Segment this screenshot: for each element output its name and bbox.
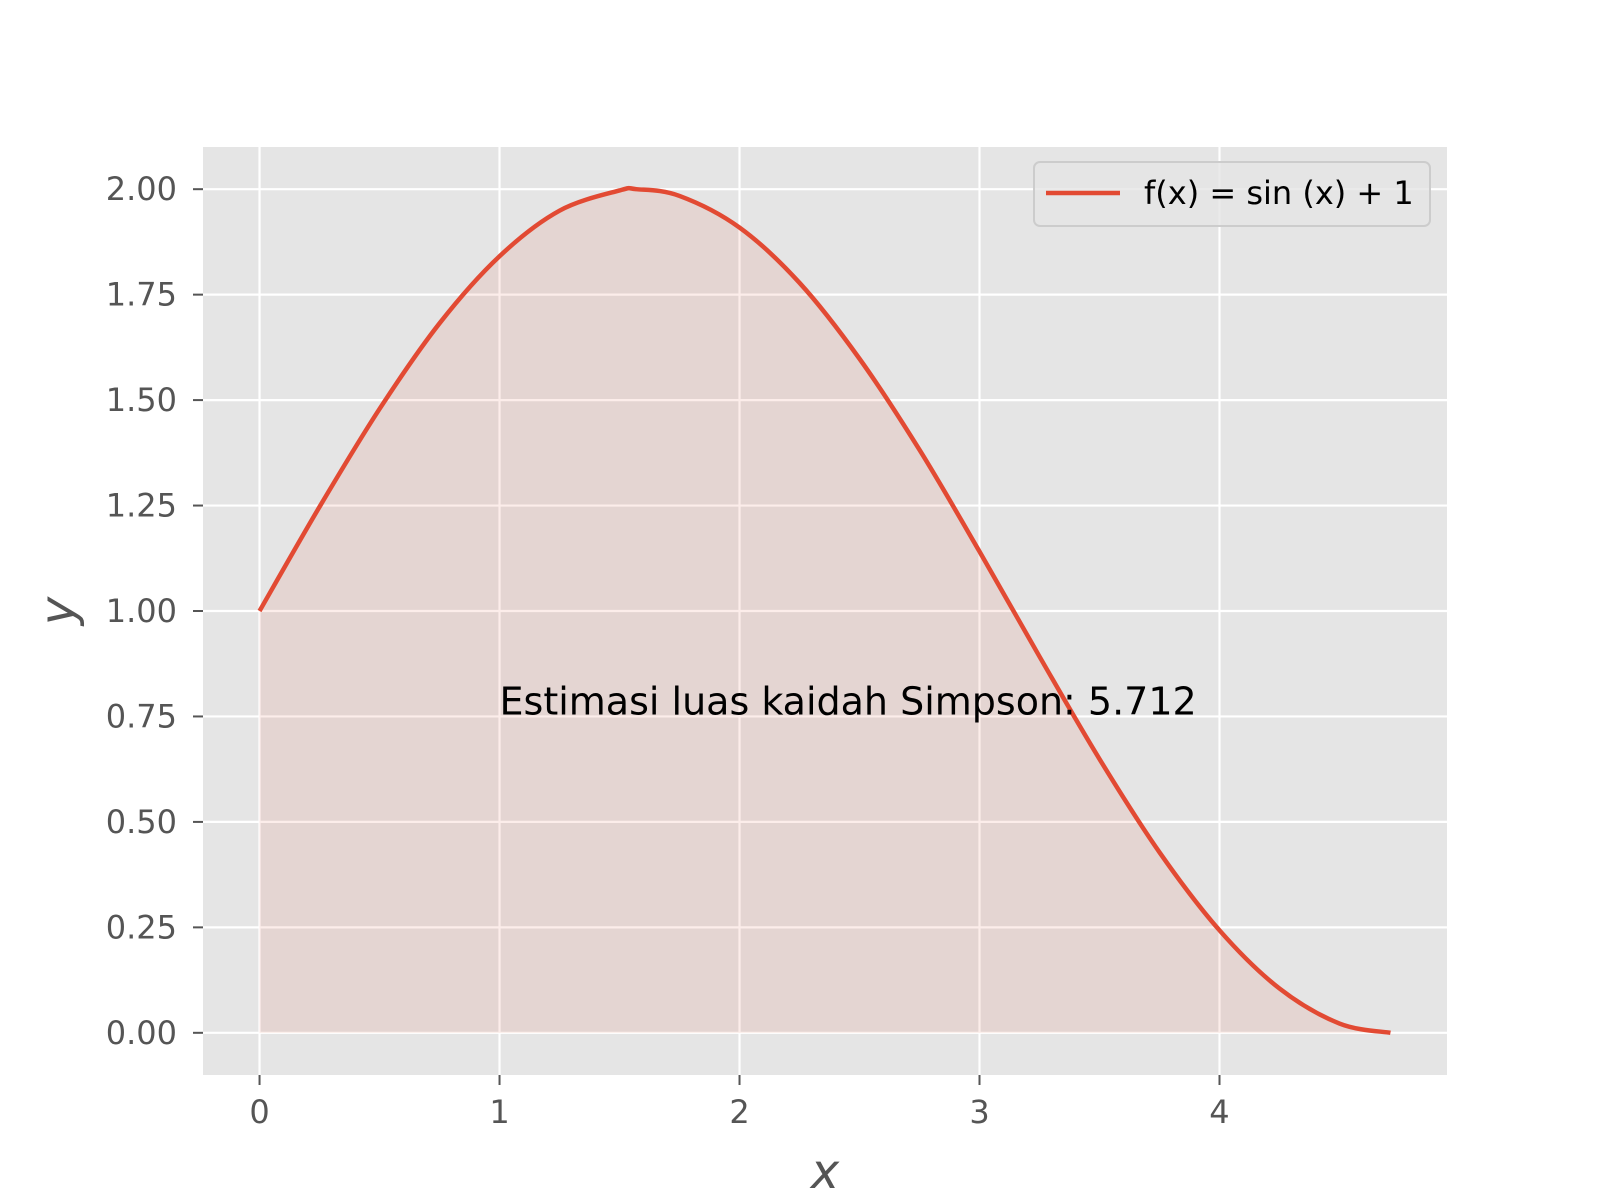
series-line [257,185,1391,1036]
x-ticks: 0 1 2 3 4 [249,1075,1230,1131]
x-tick-label-4: 4 [1209,1093,1229,1131]
y-axis-title: y [30,596,86,627]
x-tick-label-3: 3 [969,1093,989,1131]
x-tick-label-1: 1 [489,1093,509,1131]
y-tick-label-6: 1.50 [106,381,177,419]
y-gridlines [203,188,1447,1034]
y-tick-label-1: 0.25 [106,908,177,946]
legend: f(x) = sin (x) + 1 [1033,161,1431,227]
y-tick-label-5: 1.25 [106,487,177,525]
x-tick-label-2: 2 [729,1093,749,1131]
x-tick-label-0: 0 [249,1093,269,1131]
y-tick-label-7: 1.75 [106,276,177,314]
y-ticks: 0.00 0.25 0.50 0.75 1.00 1.25 1.50 1.75 2.00 [106,170,203,1052]
x-axis-title: x [809,1144,840,1200]
legend-label: f(x) = sin (x) + 1 [1144,174,1414,212]
annotation-text: Estimasi luas kaidah Simpson: 5.712 [500,679,1197,723]
y-tick-label-2: 0.50 [106,803,177,841]
y-tick-label-4: 1.00 [106,592,177,630]
y-tick-label-8: 2.00 [106,170,177,208]
area-fill [259,188,1391,1033]
y-tick-label-3: 0.75 [106,697,177,735]
legend-box [1033,161,1431,227]
y-tick-label-0: 0.00 [106,1014,177,1052]
